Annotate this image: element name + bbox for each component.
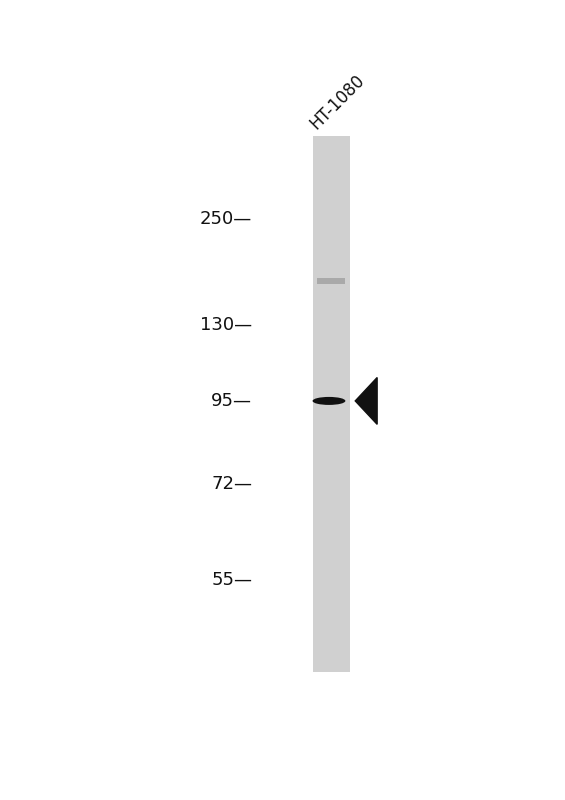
Text: 250—: 250— [200,210,253,228]
Bar [317,278,345,283]
Text: 95—: 95— [211,392,253,410]
Ellipse shape [312,397,345,405]
Text: 55—: 55— [211,570,253,589]
Text: 72—: 72— [211,475,253,493]
Bar [312,136,350,672]
Text: 130—: 130— [200,316,253,334]
Text: HT-1080: HT-1080 [307,71,368,133]
Polygon shape [355,378,377,424]
